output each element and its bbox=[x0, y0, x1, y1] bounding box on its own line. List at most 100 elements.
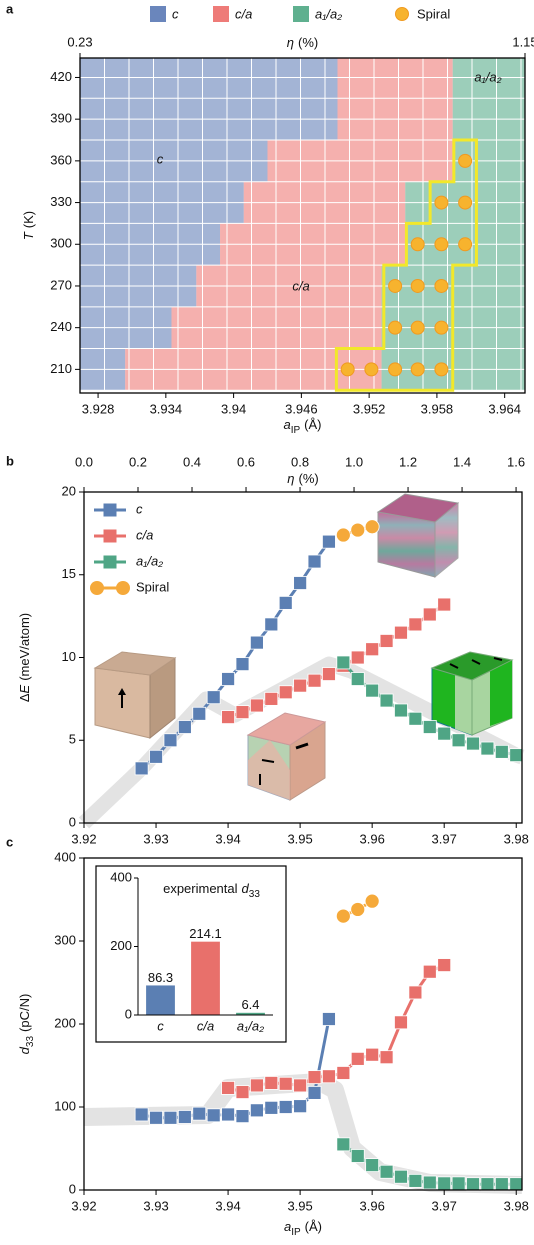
legend-label: Spiral bbox=[417, 6, 450, 21]
y-tick-label: 0 bbox=[69, 814, 76, 829]
point bbox=[364, 893, 380, 909]
x-tick-label: 3.928 bbox=[82, 401, 115, 416]
x2-tick-label: 1.6 bbox=[507, 454, 525, 469]
point bbox=[480, 1177, 495, 1192]
x-axis-title: aIP (Å) bbox=[283, 417, 321, 435]
region-label: c/a bbox=[292, 278, 309, 293]
x-tick-label: 3.93 bbox=[143, 1198, 168, 1213]
legend-swatch bbox=[395, 7, 409, 21]
panel-letter: b bbox=[6, 453, 14, 468]
x2-tick-label: 0.2 bbox=[129, 454, 147, 469]
x-tick-label: 3.92 bbox=[71, 831, 96, 846]
point bbox=[278, 1100, 293, 1114]
legend-marker bbox=[103, 529, 117, 543]
legend-label: c/a bbox=[136, 527, 153, 542]
point bbox=[221, 1081, 235, 1095]
spiral-point bbox=[388, 278, 403, 293]
point bbox=[307, 554, 322, 569]
legend-label: a₁/a₂ bbox=[315, 6, 342, 21]
point bbox=[278, 595, 293, 610]
point bbox=[235, 1085, 250, 1099]
label-part: IP bbox=[291, 1227, 301, 1238]
point bbox=[350, 1051, 365, 1066]
x2-tick-label: 0.6 bbox=[237, 454, 255, 469]
point bbox=[307, 1070, 322, 1085]
point bbox=[350, 672, 365, 686]
x-tick-label: 3.952 bbox=[353, 401, 386, 416]
point bbox=[177, 720, 192, 734]
label-part: d bbox=[242, 881, 250, 896]
label-part: (%) bbox=[298, 35, 318, 50]
spiral-outline bbox=[334, 138, 478, 392]
point bbox=[408, 617, 423, 632]
x-tick-label: 3.95 bbox=[287, 831, 312, 846]
label-part: a bbox=[283, 417, 290, 432]
x-tick-label: 3.97 bbox=[432, 1198, 457, 1213]
point bbox=[235, 705, 250, 720]
point bbox=[264, 1076, 279, 1090]
point bbox=[192, 1106, 207, 1121]
point bbox=[365, 683, 380, 698]
region-label: a₁/a₂ bbox=[474, 69, 501, 84]
y-axis-title: ΔE (meV/atom) bbox=[17, 613, 32, 702]
bar bbox=[146, 985, 175, 1015]
cube-c bbox=[93, 651, 177, 740]
point bbox=[408, 1173, 423, 1188]
point bbox=[509, 748, 524, 763]
point bbox=[336, 1066, 351, 1080]
y-axis-title: T (K) bbox=[21, 211, 36, 240]
y-tick-label: 240 bbox=[50, 319, 72, 334]
legend-label: a₁/a₂ bbox=[136, 553, 163, 568]
spiral-point bbox=[434, 362, 449, 377]
x2-tick-label: 1.2 bbox=[399, 454, 417, 469]
point bbox=[336, 655, 351, 670]
label-part: (Å) bbox=[305, 1219, 322, 1234]
point bbox=[437, 726, 452, 741]
x-tick-label: 3.93 bbox=[143, 831, 168, 846]
plot-frame bbox=[79, 57, 526, 394]
x-tick-label: 3.96 bbox=[360, 831, 385, 846]
y-tick-label: 400 bbox=[54, 849, 76, 864]
spiral-point bbox=[410, 278, 425, 293]
point bbox=[134, 1107, 149, 1122]
spiral-point bbox=[388, 362, 403, 377]
x-tick-label: 3.946 bbox=[285, 401, 318, 416]
point bbox=[235, 657, 250, 672]
point bbox=[379, 1050, 394, 1065]
label-part: T bbox=[21, 231, 36, 240]
phase-c-cell bbox=[80, 58, 338, 99]
legend-label: c bbox=[172, 6, 179, 21]
spiral-point bbox=[410, 362, 425, 377]
point bbox=[394, 703, 408, 718]
y-tick-label: 100 bbox=[54, 1098, 76, 1113]
y-tick-label: 200 bbox=[54, 1015, 76, 1030]
d33-guide-band bbox=[83, 1073, 523, 1194]
bar bbox=[191, 941, 220, 1015]
spiral-point bbox=[458, 237, 473, 252]
bar-value-label: 86.3 bbox=[148, 970, 173, 985]
bar-category-label: a₁/a₂ bbox=[237, 1018, 264, 1033]
label-part: η bbox=[287, 35, 294, 50]
point bbox=[350, 522, 366, 538]
x-tick-label: 3.94 bbox=[215, 1198, 240, 1213]
y-tick-label: 0 bbox=[125, 1006, 132, 1021]
legend-marker bbox=[116, 581, 130, 595]
point bbox=[206, 690, 221, 705]
point bbox=[177, 1110, 192, 1124]
point bbox=[264, 1100, 279, 1115]
y-tick-label: 0 bbox=[69, 1181, 76, 1196]
inset-box bbox=[95, 865, 287, 1043]
point bbox=[379, 1164, 394, 1179]
y-tick-label: 400 bbox=[110, 869, 132, 884]
spiral-point bbox=[434, 237, 449, 252]
y-tick-label: 270 bbox=[50, 277, 72, 292]
cube-spiral bbox=[376, 493, 460, 579]
point bbox=[249, 698, 264, 713]
point bbox=[422, 607, 437, 622]
x2-tick-label: 1.4 bbox=[453, 454, 471, 469]
label-part: IP bbox=[291, 425, 301, 436]
x2-tick-label: 0.0 bbox=[75, 454, 93, 469]
point bbox=[221, 710, 235, 724]
label-part: (K) bbox=[21, 211, 36, 228]
